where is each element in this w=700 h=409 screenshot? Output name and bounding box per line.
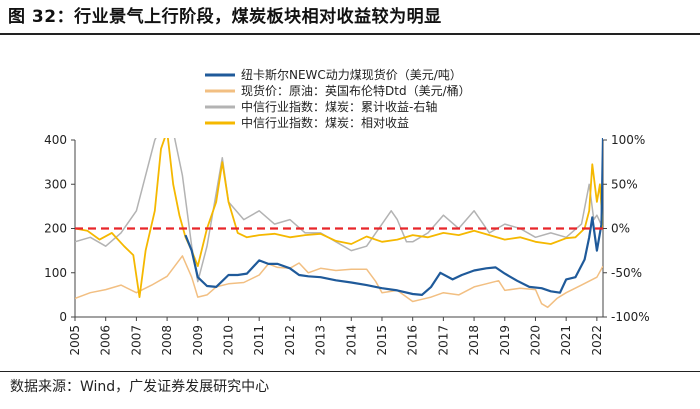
line-chart: 纽卡斯尔NEWC动力煤现货价（美元/吨）现货价：原油：英国布伦特Dtd（美元/桶… xyxy=(44,67,650,356)
x-tick-label: 2008 xyxy=(160,325,174,356)
y-left-tick-label: 100 xyxy=(44,266,67,280)
footer-divider xyxy=(0,371,700,372)
x-tick-label: 2016 xyxy=(406,325,420,356)
x-tick-label: 2022 xyxy=(590,325,604,356)
title-divider xyxy=(0,33,700,35)
y-right-tick-label: 100% xyxy=(611,133,645,147)
x-tick-label: 2011 xyxy=(252,325,266,356)
x-tick-label: 2021 xyxy=(559,325,573,356)
x-tick-label: 2017 xyxy=(436,325,450,356)
x-tick-label: 2015 xyxy=(375,325,389,356)
chart-legend: 纽卡斯尔NEWC动力煤现货价（美元/吨）现货价：原油：英国布伦特Dtd（美元/桶… xyxy=(205,67,471,130)
y-right-tick-label: -100% xyxy=(611,310,650,324)
series-line-0 xyxy=(184,138,603,296)
y-right-tick-label: 0% xyxy=(611,222,630,236)
x-tick-label: 2009 xyxy=(191,325,205,356)
x-tick-label: 2018 xyxy=(467,325,481,356)
x-tick-label: 2006 xyxy=(99,325,113,356)
x-tick-label: 2013 xyxy=(314,325,328,356)
legend-label: 现货价：原油：英国布伦特Dtd（美元/桶） xyxy=(241,83,471,98)
x-tick-label: 2020 xyxy=(528,325,542,356)
legend-label: 纽卡斯尔NEWC动力煤现货价（美元/吨） xyxy=(241,67,462,82)
chart-plot-area xyxy=(75,138,603,309)
x-tick-label: 2007 xyxy=(129,325,143,356)
series-line-1 xyxy=(75,255,603,309)
x-tick-label: 2010 xyxy=(221,325,235,356)
x-tick-label: 2019 xyxy=(498,325,512,356)
y-right-tick-label: 50% xyxy=(611,177,638,191)
chart-tick-labels: 0 100 200 300 400 -100% -50% 0% 50% 100% 2005 2006 2… xyxy=(44,133,650,356)
y-left-tick-label: 0 xyxy=(59,310,67,324)
legend-label: 中信行业指数：煤炭：相对收益 xyxy=(241,115,409,130)
x-tick-label: 2014 xyxy=(344,325,358,356)
x-tick-label: 2012 xyxy=(283,325,297,356)
y-left-tick-label: 200 xyxy=(44,222,67,236)
chart-axes xyxy=(71,139,607,321)
series-line-2 xyxy=(75,138,603,283)
y-left-tick-label: 300 xyxy=(44,177,67,191)
page-title: 图 32：行业景气上行阶段，煤炭板块相对收益较为明显 xyxy=(8,7,442,27)
series-line-3 xyxy=(75,138,603,299)
y-left-tick-label: 400 xyxy=(44,133,67,147)
y-right-tick-label: -50% xyxy=(611,266,642,280)
source-note: 数据来源：Wind，广发证券发展研究中心 xyxy=(10,379,270,395)
legend-label: 中信行业指数：煤炭：累计收益-右轴 xyxy=(241,99,437,114)
x-tick-label: 2005 xyxy=(68,325,82,356)
